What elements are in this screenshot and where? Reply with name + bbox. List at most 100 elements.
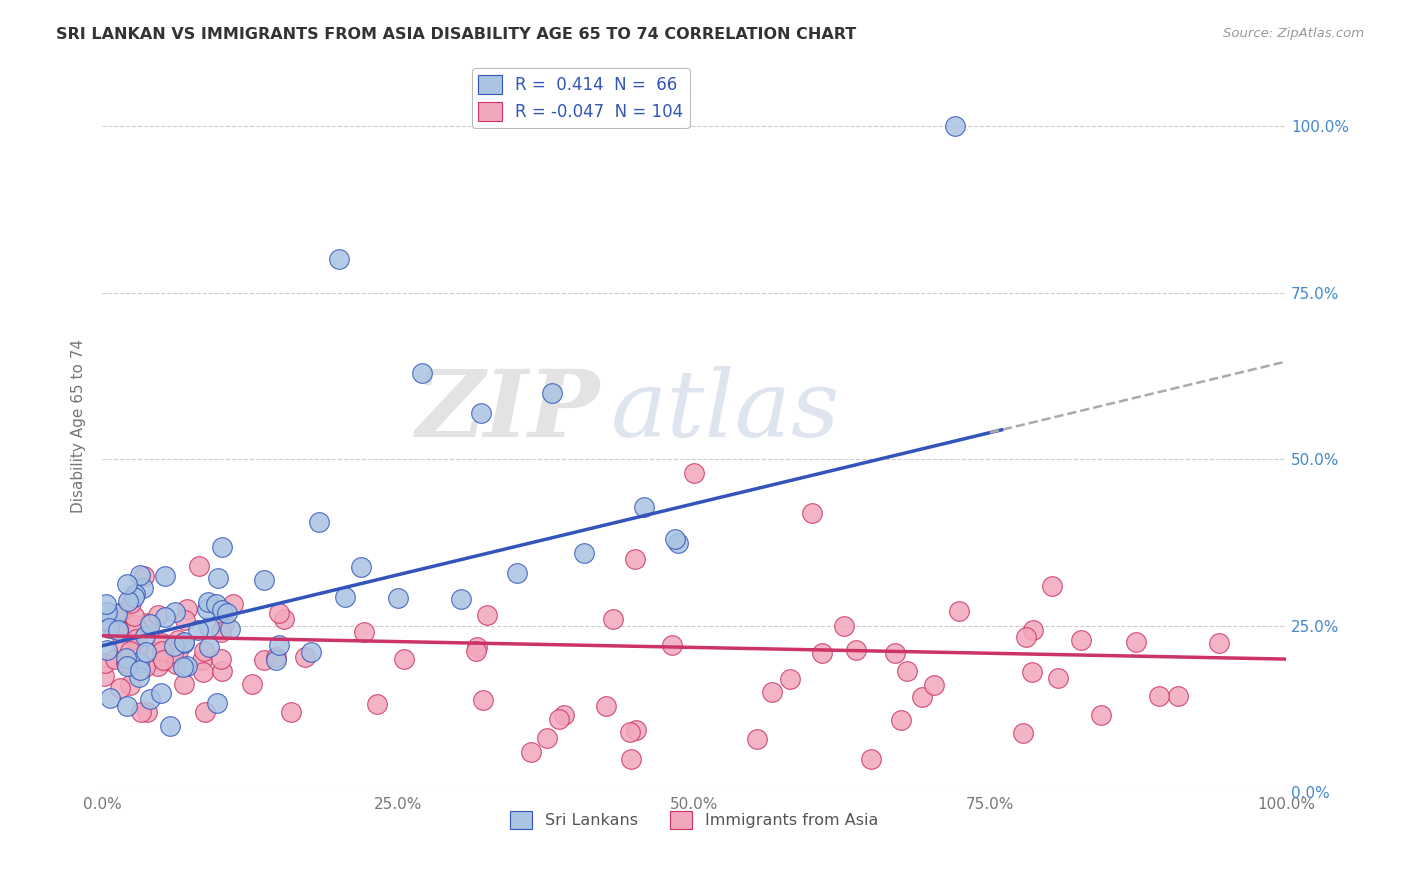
Point bbox=[1208, 635, 1230, 649]
Point bbox=[1046, 671, 1069, 685]
Point bbox=[153, 569, 176, 583]
Point bbox=[146, 607, 169, 622]
Point bbox=[308, 515, 330, 529]
Point bbox=[134, 629, 156, 643]
Point bbox=[131, 706, 153, 720]
Point bbox=[103, 622, 125, 636]
Point bbox=[619, 725, 641, 739]
Point bbox=[94, 597, 117, 611]
Point bbox=[122, 590, 145, 604]
Point bbox=[215, 606, 238, 620]
Point bbox=[108, 615, 131, 629]
Point bbox=[392, 652, 415, 666]
Point bbox=[207, 570, 229, 584]
Point bbox=[191, 665, 214, 679]
Point bbox=[267, 606, 290, 620]
Point bbox=[273, 612, 295, 626]
Point bbox=[811, 646, 834, 660]
Point bbox=[353, 625, 375, 640]
Point bbox=[264, 650, 287, 665]
Point bbox=[136, 706, 159, 720]
Point bbox=[475, 607, 498, 622]
Point bbox=[193, 644, 215, 658]
Point bbox=[465, 640, 488, 654]
Point bbox=[209, 624, 232, 639]
Point bbox=[294, 649, 316, 664]
Text: Source: ZipAtlas.com: Source: ZipAtlas.com bbox=[1223, 27, 1364, 40]
Point bbox=[211, 664, 233, 678]
Point bbox=[134, 568, 156, 582]
Point bbox=[911, 690, 934, 704]
Point bbox=[165, 657, 187, 671]
Point bbox=[97, 621, 120, 635]
Point bbox=[162, 646, 184, 660]
Point bbox=[948, 604, 970, 618]
Point bbox=[128, 568, 150, 582]
Point bbox=[761, 684, 783, 698]
Text: atlas: atlas bbox=[612, 367, 841, 457]
Point bbox=[366, 698, 388, 712]
Point bbox=[115, 658, 138, 673]
Point bbox=[176, 658, 198, 673]
Point bbox=[536, 731, 558, 746]
Point bbox=[118, 645, 141, 659]
Point bbox=[1125, 635, 1147, 649]
Point bbox=[280, 705, 302, 719]
Point bbox=[519, 745, 541, 759]
Point bbox=[107, 622, 129, 636]
Point bbox=[666, 535, 689, 549]
Point bbox=[832, 619, 855, 633]
Text: ZIP: ZIP bbox=[415, 367, 599, 457]
Point bbox=[117, 698, 139, 713]
Point bbox=[173, 636, 195, 650]
Point bbox=[572, 546, 595, 560]
Point bbox=[211, 603, 233, 617]
Point bbox=[471, 692, 494, 706]
Point bbox=[163, 639, 186, 653]
Point bbox=[138, 616, 160, 631]
Point bbox=[661, 638, 683, 652]
Point bbox=[1022, 623, 1045, 637]
Point bbox=[541, 385, 564, 400]
Point bbox=[98, 690, 121, 705]
Point bbox=[299, 645, 322, 659]
Point bbox=[152, 654, 174, 668]
Point bbox=[129, 663, 152, 677]
Point bbox=[328, 252, 350, 267]
Point bbox=[167, 632, 190, 647]
Point bbox=[96, 614, 118, 628]
Point bbox=[172, 659, 194, 673]
Point bbox=[124, 586, 146, 600]
Point bbox=[93, 656, 115, 670]
Point bbox=[602, 612, 624, 626]
Point bbox=[683, 466, 706, 480]
Point bbox=[110, 606, 132, 620]
Point bbox=[464, 644, 486, 658]
Point bbox=[633, 500, 655, 515]
Point bbox=[553, 708, 575, 723]
Point bbox=[152, 644, 174, 658]
Point bbox=[105, 607, 128, 621]
Point bbox=[620, 752, 643, 766]
Point bbox=[240, 677, 263, 691]
Point bbox=[131, 581, 153, 595]
Point bbox=[173, 613, 195, 627]
Point bbox=[1070, 633, 1092, 648]
Point bbox=[117, 655, 139, 669]
Point bbox=[411, 366, 433, 380]
Point bbox=[128, 656, 150, 670]
Point bbox=[922, 678, 945, 692]
Point bbox=[122, 609, 145, 624]
Point bbox=[187, 623, 209, 637]
Point bbox=[96, 643, 118, 657]
Point bbox=[1167, 689, 1189, 703]
Point bbox=[104, 652, 127, 666]
Point bbox=[198, 619, 221, 633]
Point bbox=[115, 650, 138, 665]
Point bbox=[1040, 579, 1063, 593]
Point bbox=[747, 731, 769, 746]
Point bbox=[107, 606, 129, 620]
Point bbox=[387, 591, 409, 605]
Point bbox=[943, 119, 966, 133]
Point bbox=[134, 659, 156, 673]
